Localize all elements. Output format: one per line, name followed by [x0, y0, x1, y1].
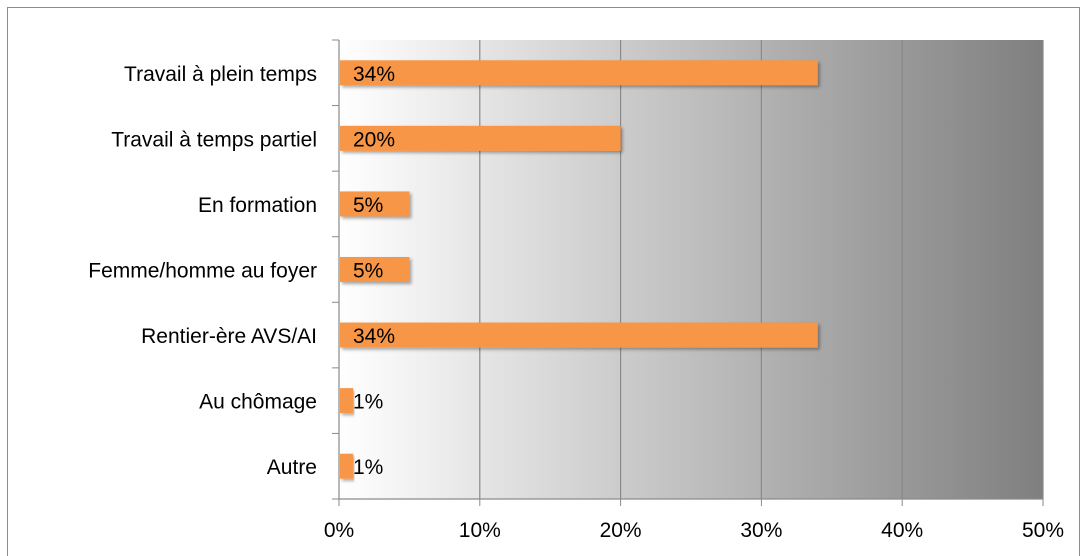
category-label: Travail à plein temps: [124, 63, 317, 86]
bar: [340, 388, 354, 414]
x-tick-label: 10%: [459, 519, 501, 542]
bar: [340, 257, 410, 282]
gridlines: [479, 40, 1044, 499]
category-label: Rentier-ère AVS/AI: [141, 325, 317, 348]
bar: [340, 60, 818, 86]
x-tick-label: 20%: [600, 519, 642, 542]
category-label: Femme/homme au foyer: [88, 260, 317, 283]
labels: 0% 10% 20% 30% 40% 50% 34% Travail à plein temp…: [88, 63, 1064, 542]
x-tick-label: 40%: [881, 519, 923, 542]
x-tick-label: 30%: [740, 519, 782, 542]
category-label: Autre: [267, 456, 317, 479]
category-label: Travail à temps partiel: [111, 128, 317, 151]
category-label: En formation: [198, 194, 317, 217]
data-label: 5%: [353, 194, 383, 217]
x-tick-label: 0%: [324, 519, 354, 542]
data-label: 20%: [353, 128, 395, 151]
bar: [340, 191, 410, 217]
category-label: Au chômage: [199, 391, 317, 414]
axes: [332, 39, 1044, 506]
bar: [340, 322, 818, 348]
bar: [340, 125, 621, 151]
plot-area: [339, 40, 1043, 499]
bar: [340, 453, 354, 479]
data-label: 5%: [353, 260, 383, 283]
bars: [340, 60, 818, 479]
data-label: 34%: [353, 325, 395, 348]
data-label: 1%: [353, 391, 383, 414]
data-label: 1%: [353, 456, 383, 479]
data-label: 34%: [353, 63, 395, 86]
x-tick-label: 50%: [1022, 519, 1064, 542]
